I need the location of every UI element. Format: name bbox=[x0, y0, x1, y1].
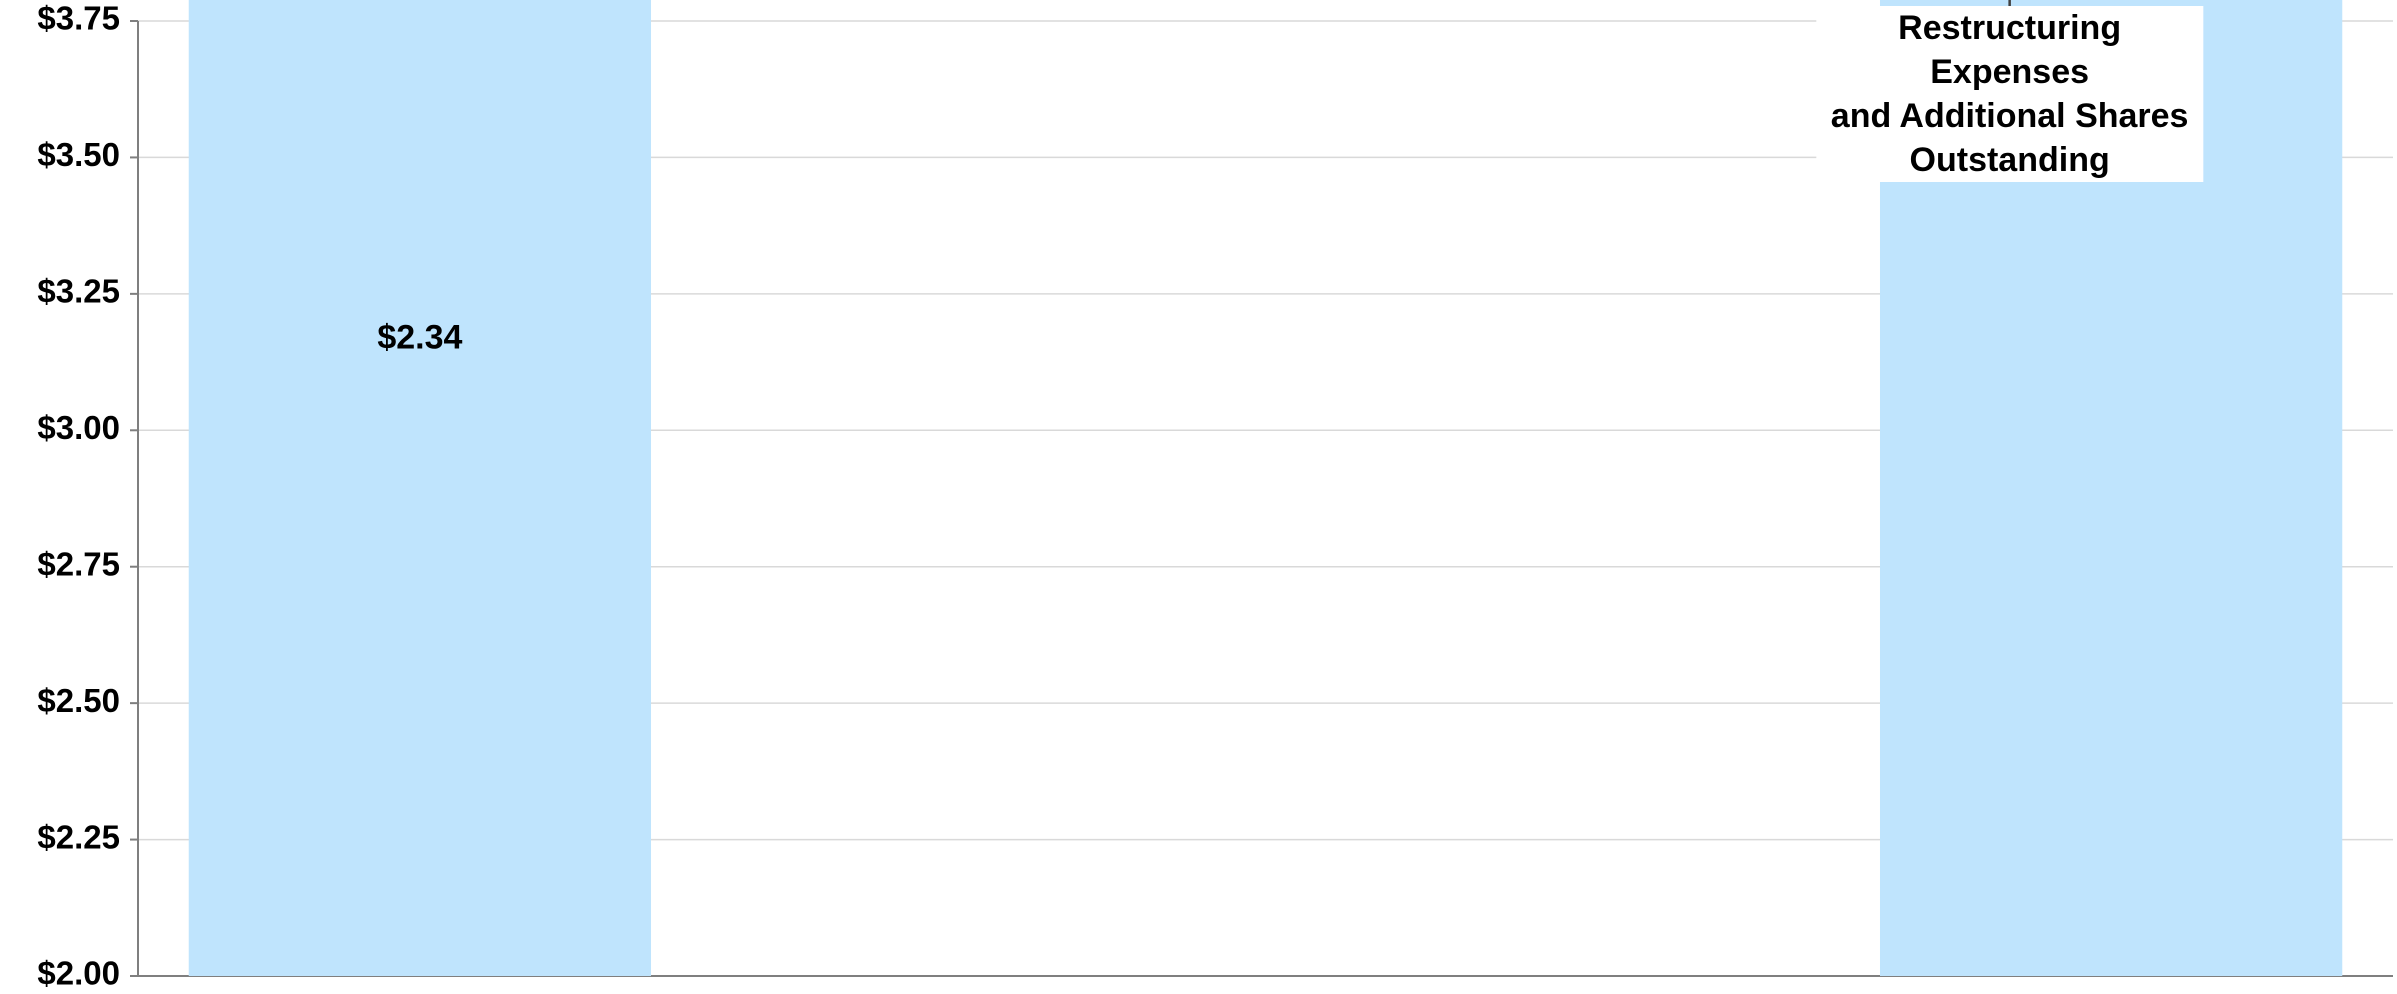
y-tick-label: $3.25 bbox=[37, 273, 120, 310]
value-label: $2.34 bbox=[377, 318, 462, 356]
y-tick-label: $2.75 bbox=[37, 545, 120, 582]
bar-segment bbox=[188, 0, 652, 976]
y-tick-label: $3.50 bbox=[37, 136, 120, 173]
annotation: Restructuring Expenses and Additional Sh… bbox=[1815, 6, 2204, 182]
y-tick-label: $3.75 bbox=[37, 0, 120, 37]
y-tick-label: $2.00 bbox=[37, 955, 120, 992]
y-tick-label: $2.50 bbox=[37, 682, 120, 719]
y-tick-label: $2.25 bbox=[37, 818, 120, 855]
y-tick-label: $3.00 bbox=[37, 409, 120, 446]
